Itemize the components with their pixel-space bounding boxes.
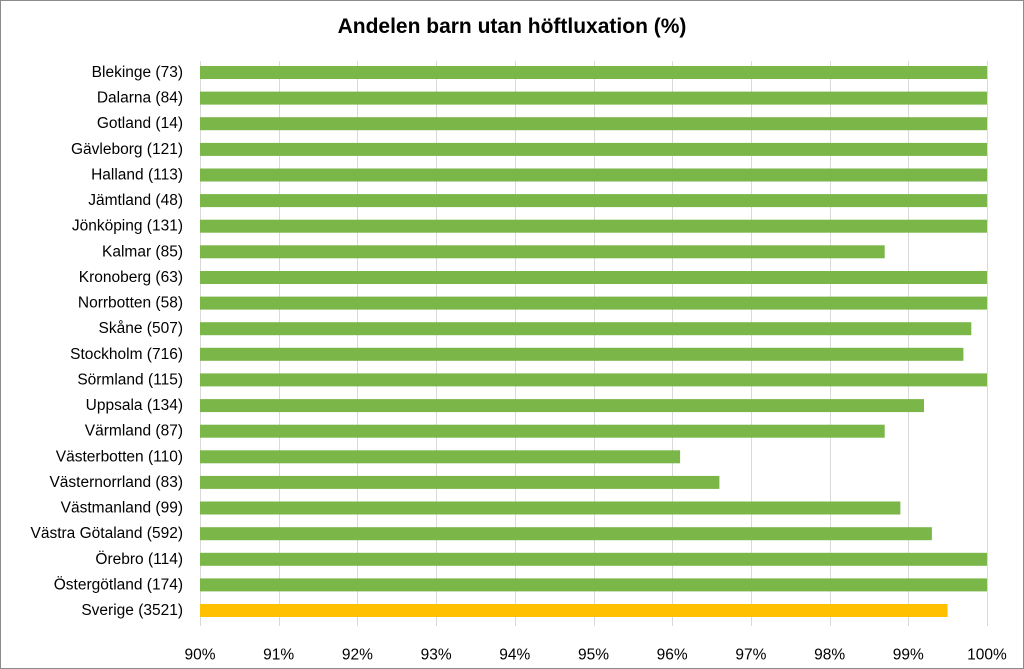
category-labels: Blekinge (73) Dalarna (84) Gotland (14) Gäv… — [30, 64, 183, 619]
category-label: Örebro (114) — [95, 550, 183, 568]
bar — [200, 142, 987, 156]
category-label: Östergötland (174) — [54, 575, 183, 593]
x-tick-label: 97% — [735, 647, 766, 664]
category-label: Blekinge (73) — [92, 64, 183, 81]
category-label: Västmanland (99) — [61, 500, 183, 517]
chart-title: Andelen barn utan höftluxation (%) — [337, 15, 687, 38]
x-tick-label: 95% — [578, 647, 609, 664]
category-label: Stockholm (716) — [70, 346, 183, 363]
bar — [200, 527, 932, 541]
bar — [200, 347, 964, 361]
x-tick-label: 92% — [342, 647, 373, 664]
category-label: Västerbotten (110) — [56, 448, 183, 465]
category-label: Dalarna (84) — [97, 90, 183, 107]
bar — [200, 424, 885, 438]
bar — [200, 450, 681, 464]
x-tick-label: 99% — [893, 647, 924, 664]
bar — [200, 168, 987, 182]
bar — [200, 117, 987, 131]
bar — [200, 66, 987, 79]
bar — [200, 219, 987, 233]
category-label: Jönköping (131) — [72, 218, 183, 235]
category-label: Värmland (87) — [85, 423, 183, 440]
x-tick-label: 91% — [263, 647, 294, 664]
bar — [200, 552, 987, 566]
bar — [200, 399, 924, 413]
bar — [200, 501, 901, 515]
bar — [200, 475, 720, 489]
category-label: Gotland (14) — [97, 115, 183, 132]
x-tick-label: 100% — [967, 647, 1007, 664]
category-label: Sverige (3521) — [81, 602, 183, 619]
x-tick-label: 96% — [657, 647, 688, 664]
category-label: Norrbotten (58) — [78, 295, 183, 312]
bar — [200, 322, 972, 336]
bar — [200, 578, 987, 592]
category-label: Jämtland (48) — [88, 192, 183, 209]
category-label: Kalmar (85) — [102, 243, 183, 260]
category-label: Sörmland (115) — [77, 371, 183, 388]
category-label: Halland (113) — [91, 167, 183, 184]
x-tick-labels: 90% 91% 92% 93% 94% 95% 96% 97% 98% 99% 100% — [184, 647, 1007, 664]
x-tick-label: 90% — [184, 647, 215, 664]
x-tick-label: 94% — [499, 647, 530, 664]
category-label: Västra Götaland (592) — [30, 525, 183, 542]
bar — [200, 296, 987, 310]
bar — [200, 194, 987, 208]
bar — [200, 271, 987, 284]
bar — [200, 604, 948, 617]
category-label: Kronoberg (63) — [79, 269, 183, 286]
category-label: Västernorrland (83) — [49, 474, 183, 491]
category-label: Gävleborg (121) — [71, 141, 183, 158]
category-label: Uppsala (134) — [86, 397, 183, 414]
bars — [200, 66, 987, 617]
x-tick-label: 98% — [814, 647, 845, 664]
bar — [200, 245, 885, 259]
x-tick-label: 93% — [421, 647, 452, 664]
bar — [200, 91, 987, 105]
bar — [200, 373, 987, 387]
category-label: Skåne (507) — [99, 320, 183, 337]
